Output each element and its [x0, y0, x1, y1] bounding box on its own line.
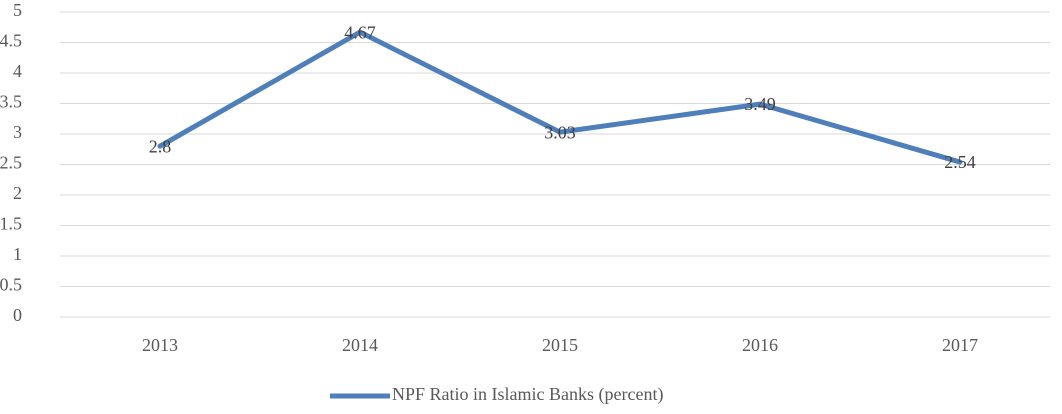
data-label: 3.49 [744, 94, 776, 114]
data-label: 2.8 [149, 136, 172, 156]
y-tick-label: 4.5 [0, 31, 22, 51]
y-tick-label: 2.5 [0, 153, 22, 173]
data-label: 2.54 [944, 152, 976, 172]
y-tick-label: 4 [13, 61, 22, 81]
x-tick-label: 2017 [942, 335, 978, 355]
x-tick-label: 2016 [742, 335, 778, 355]
y-tick-label: 0.5 [0, 275, 22, 295]
y-tick-label: 0 [13, 305, 22, 325]
legend-label: NPF Ratio in Islamic Banks (percent) [392, 384, 663, 405]
y-tick-label: 1 [13, 244, 22, 264]
y-tick-label: 3 [13, 122, 22, 142]
data-label: 3.03 [544, 122, 576, 142]
y-tick-label: 3.5 [0, 92, 22, 112]
y-tick-label: 2 [13, 183, 22, 203]
x-tick-label: 2013 [142, 335, 178, 355]
y-tick-label: 5 [13, 0, 22, 20]
x-tick-label: 2015 [542, 335, 578, 355]
y-tick-label: 1.5 [0, 214, 22, 234]
data-line [157, 29, 963, 165]
x-tick-label: 2014 [342, 335, 378, 355]
data-label: 4.67 [344, 22, 376, 42]
